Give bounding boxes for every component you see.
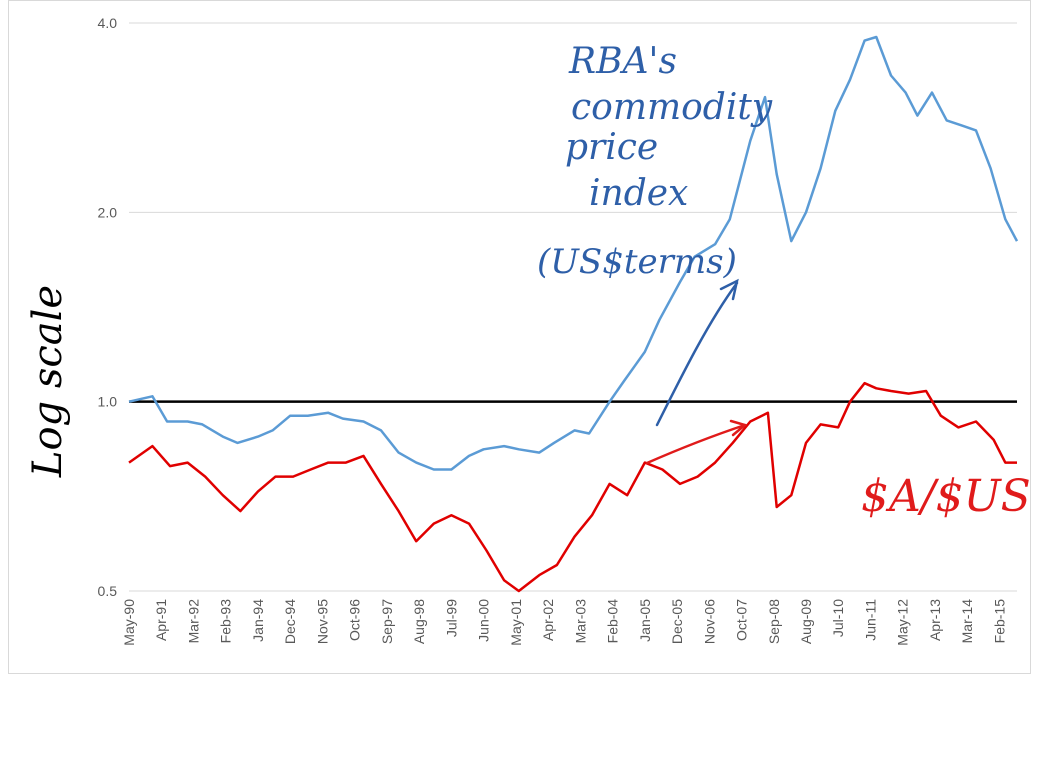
chart-svg: 0.5 1.0 2.0 4.0 May-90 Apr-91 Mar-92 Feb-93 Jan… [25, 15, 1030, 646]
y-tick-label: 1.0 [98, 394, 118, 410]
commodity-label-line-2: commodity [571, 87, 773, 128]
x-tick-label: May-90 [121, 599, 137, 646]
x-tick-label: Aug-09 [798, 599, 814, 644]
series-lines [128, 35, 1019, 593]
chart-frame: 0.5 1.0 2.0 4.0 May-90 Apr-91 Mar-92 Feb-93 Jan… [8, 0, 1031, 674]
aud-label: $A/$US [861, 471, 1030, 522]
x-tick-label: Oct-07 [734, 599, 750, 641]
y-tick-labels: 0.5 1.0 2.0 4.0 [98, 15, 118, 599]
x-tick-label: Feb-93 [218, 599, 234, 644]
x-tick-label: Aug-98 [411, 599, 427, 644]
commodity-label-line-4: index [589, 173, 688, 214]
x-tick-label: Jun-11 [862, 599, 878, 641]
y-axis-label: Log scale [25, 285, 71, 478]
x-tick-label: Sep-97 [379, 599, 395, 644]
series-line-2 [128, 381, 1017, 593]
y-tick-label: 2.0 [98, 204, 118, 220]
y-tick-label: 4.0 [98, 15, 118, 31]
x-tick-label: Apr-13 [927, 599, 943, 641]
x-tick-labels: May-90 Apr-91 Mar-92 Feb-93 Jan-94 Dec-94 Nov-… [121, 599, 1007, 646]
commodity-label-line-3: price [565, 127, 658, 168]
commodity-label-line-5: (US$terms) [537, 242, 737, 282]
x-tick-label: Feb-15 [991, 599, 1007, 644]
aud-arrow [645, 419, 748, 465]
x-tick-label: May-12 [895, 599, 911, 646]
x-tick-label: Jul-99 [443, 599, 459, 637]
x-tick-label: Jan-94 [250, 599, 266, 642]
x-tick-label: Jul-10 [830, 599, 846, 637]
commodity-arrow [655, 278, 739, 427]
x-tick-label: Oct-96 [347, 599, 363, 641]
x-tick-label: Dec-94 [282, 599, 298, 644]
x-tick-label: Mar-92 [185, 599, 201, 644]
x-tick-label: Apr-91 [153, 599, 169, 641]
x-tick-label: Dec-05 [669, 599, 685, 644]
commodity-label-line-1: RBA's [568, 41, 677, 82]
y-tick-label: 0.5 [98, 583, 118, 599]
x-tick-label: Feb-04 [605, 599, 621, 644]
x-tick-label: Mar-14 [959, 599, 975, 644]
x-tick-label: Nov-06 [701, 599, 717, 644]
commodity-label: RBA's commodity price index (US$terms) [537, 41, 773, 282]
x-tick-label: Jun-00 [476, 599, 492, 642]
x-tick-label: May-01 [508, 599, 524, 646]
x-tick-label: Apr-02 [540, 599, 556, 641]
x-tick-label: Nov-95 [314, 599, 330, 644]
series-line-1 [128, 35, 1019, 471]
x-tick-label: Sep-08 [766, 599, 782, 644]
x-tick-label: Mar-03 [572, 599, 588, 644]
x-tick-label: Jan-05 [637, 599, 653, 642]
